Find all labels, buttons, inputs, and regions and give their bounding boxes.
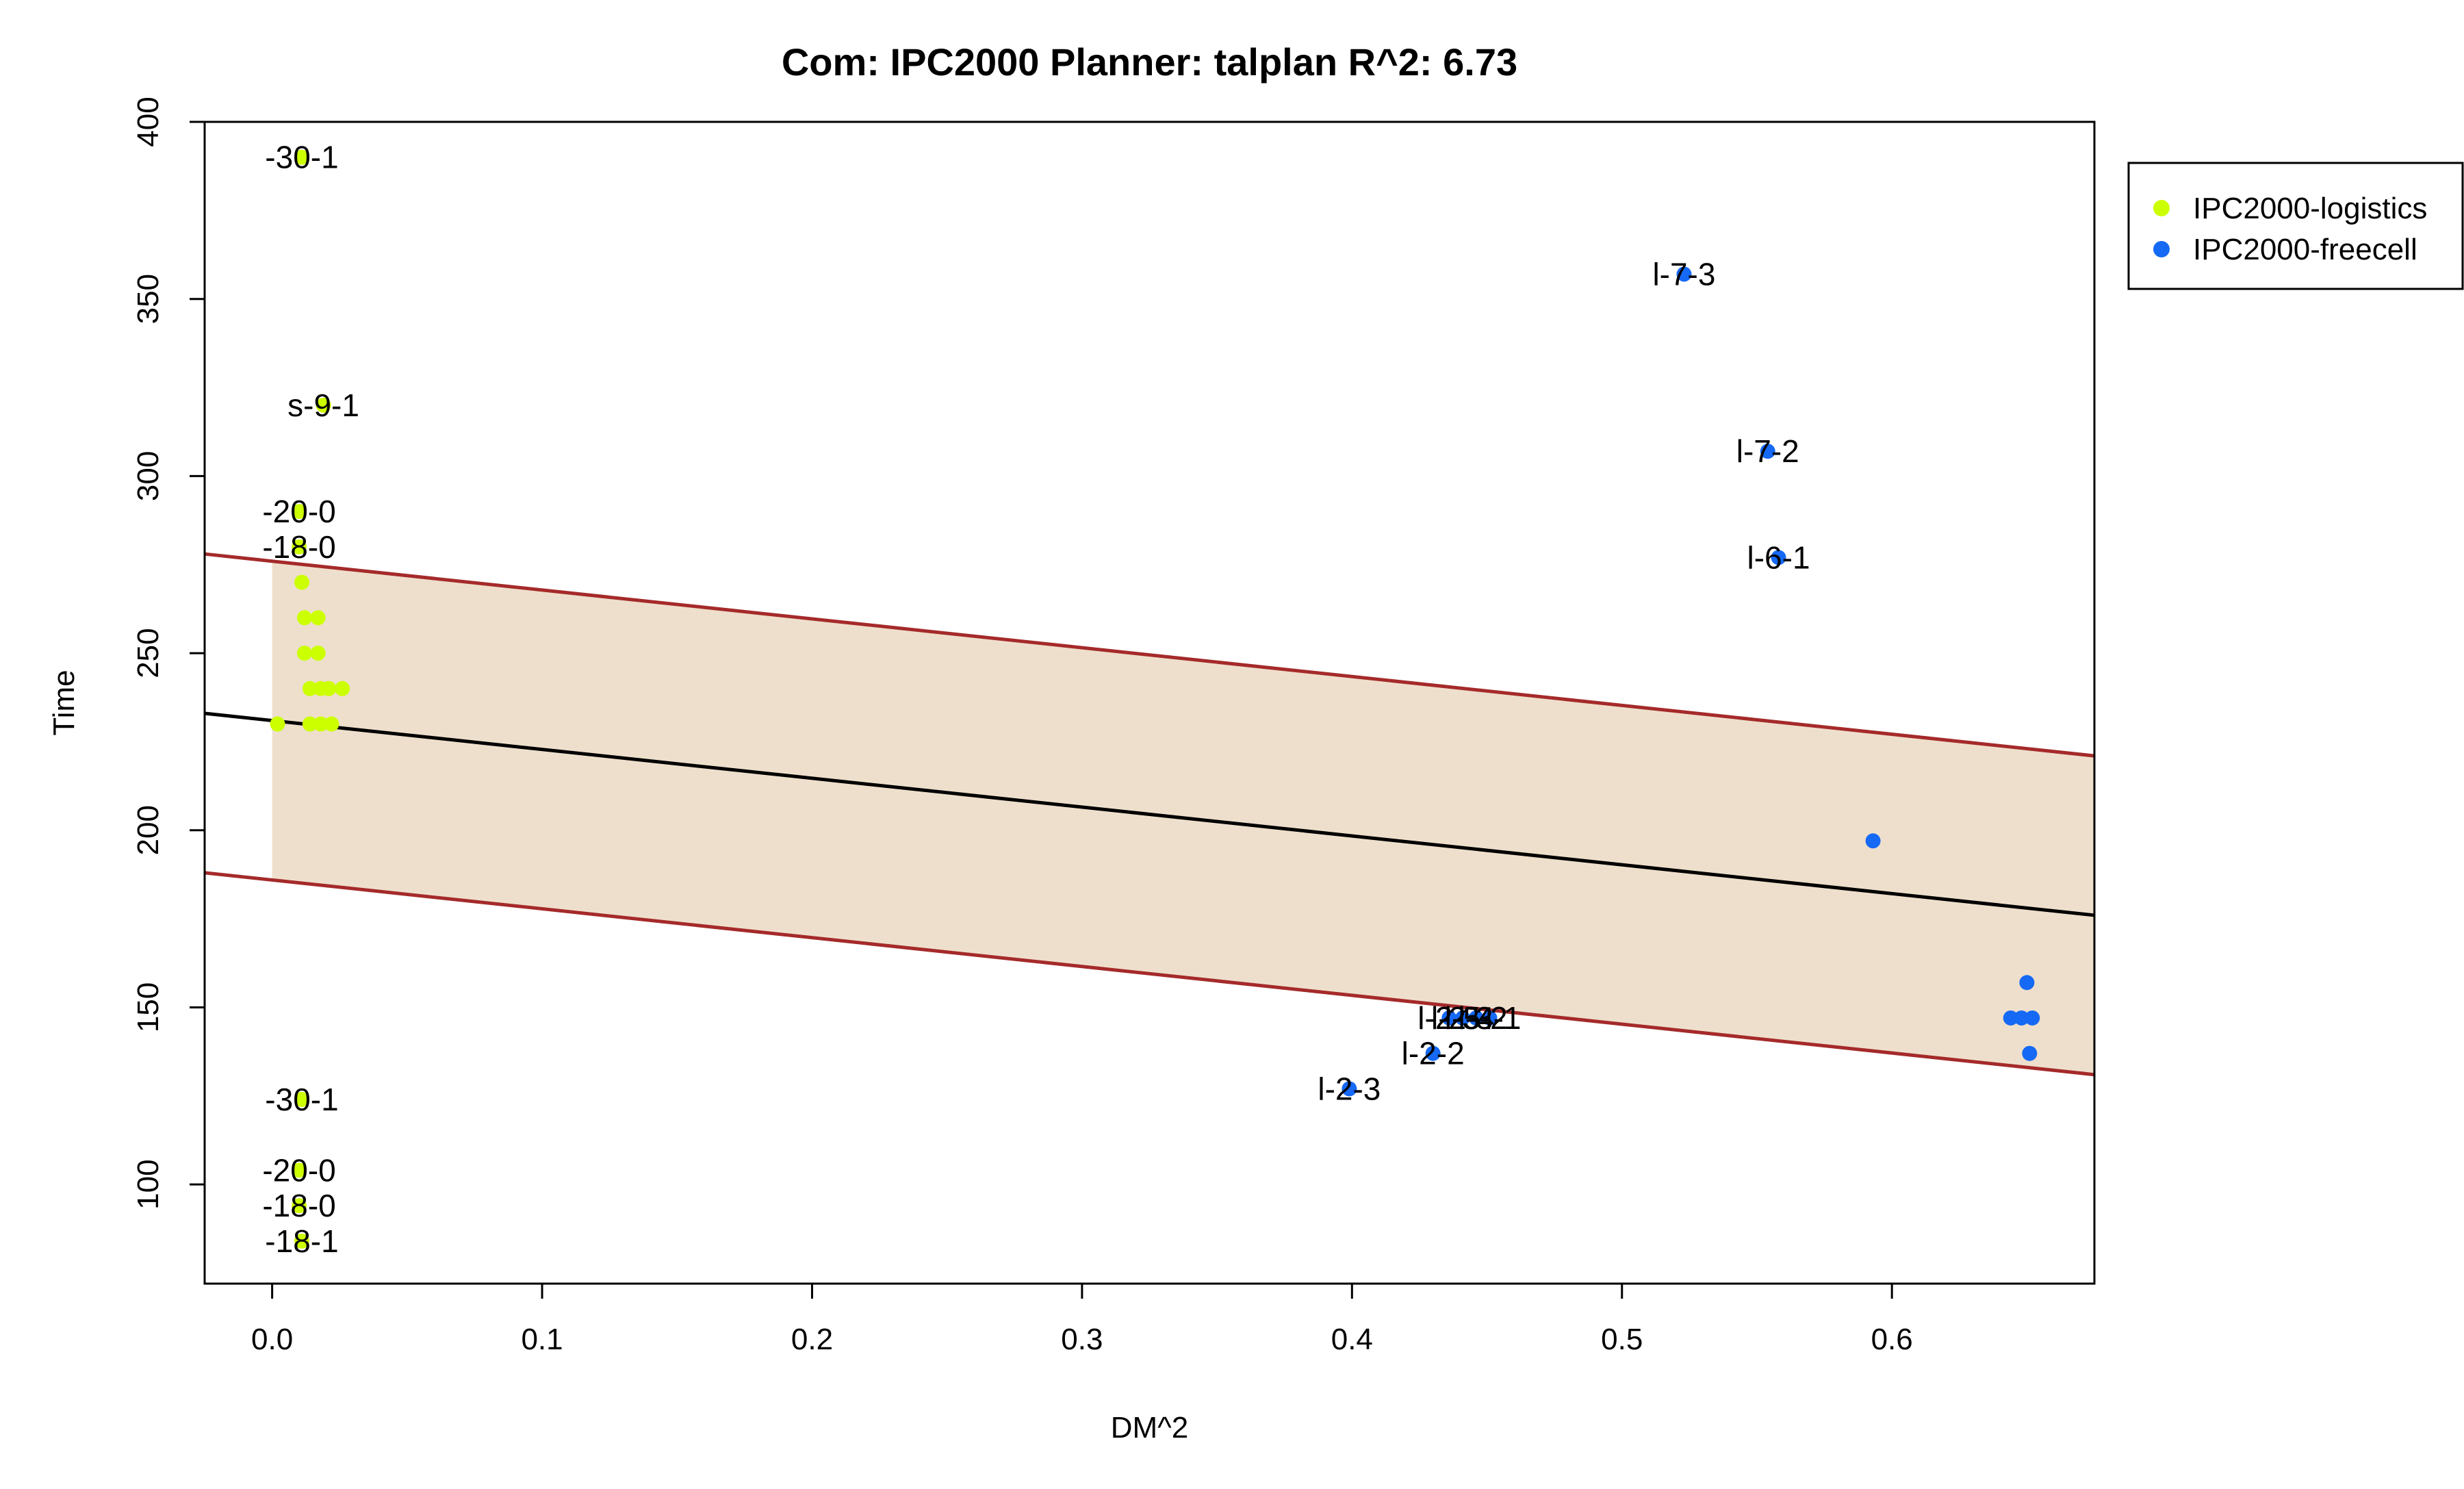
data-point — [1865, 833, 1881, 849]
data-point — [292, 1162, 307, 1178]
data-point — [2025, 1010, 2040, 1026]
data-point — [270, 716, 285, 732]
point-label: l-7-3 — [1652, 256, 1715, 292]
point-label: -30-1 — [265, 140, 338, 175]
x-tick-label: 0.3 — [1061, 1323, 1103, 1356]
x-tick-label: 0.1 — [521, 1323, 563, 1356]
y-tick-label: 200 — [131, 805, 165, 855]
legend-label: IPC2000-logistics — [2193, 192, 2427, 225]
point-label: l-2-2 — [1402, 1036, 1465, 1071]
point-label: l-2-3 — [1318, 1071, 1381, 1106]
point-label: l-3-2 — [1445, 1000, 1508, 1036]
upper-bound-line — [204, 552, 2095, 758]
data-point — [292, 1198, 307, 1214]
legend-items: IPC2000-logistics IPC2000-freecell — [2153, 192, 2427, 266]
point-label: l-6-1 — [1747, 539, 1810, 575]
data-point — [2014, 1010, 2029, 1026]
legend-label: IPC2000-freecell — [2193, 233, 2417, 266]
data-point — [1676, 266, 1692, 282]
legend-marker — [2153, 200, 2170, 216]
data-point — [316, 397, 331, 413]
legend: IPC2000-logistics IPC2000-freecell — [2127, 162, 2464, 290]
point-label: l-3-1 — [1458, 1000, 1521, 1036]
data-point — [335, 680, 350, 696]
data-point — [302, 716, 318, 732]
regression-line-layer — [204, 711, 2095, 917]
point-label: l-2-4 — [1431, 1000, 1494, 1036]
point-labels-layer: -30-1s-9-1-20-0-18-0-30-1-20-0-18-0-18-1… — [262, 140, 1810, 1259]
data-point — [292, 539, 307, 555]
y-tick-label: 350 — [131, 274, 165, 324]
data-point — [1425, 1045, 1441, 1061]
data-point — [324, 716, 339, 732]
y-axis: 100 150 200 250 300 350 400 — [131, 97, 206, 1210]
data-point — [294, 1233, 309, 1249]
data-point — [294, 1091, 309, 1107]
data-point — [321, 680, 337, 696]
data-point — [1342, 1081, 1357, 1097]
x-axis: 0.0 0.1 0.2 0.3 0.4 0.5 0.6 — [251, 1282, 1913, 1356]
lower-bound-line — [204, 871, 2095, 1077]
x-tick-label: 0.0 — [251, 1323, 293, 1356]
data-point — [1771, 550, 1786, 565]
data-point — [2003, 1010, 2018, 1026]
point-label: l-7-2 — [1736, 433, 1799, 469]
data-point — [313, 716, 329, 732]
point-label: -30-1 — [265, 1082, 338, 1117]
legend-box — [2127, 162, 2464, 290]
chart-title: Com: IPC2000 Planner: talplan R^2: 6.73 — [782, 40, 1517, 84]
y-tick-label: 250 — [131, 628, 165, 678]
data-point — [294, 574, 309, 590]
data-point — [294, 149, 309, 165]
y-axis-label: Time — [47, 670, 81, 735]
x-tick-label: 0.6 — [1871, 1323, 1913, 1356]
x-tick-label: 0.2 — [791, 1323, 833, 1356]
data-points-layer — [270, 149, 2040, 1249]
point-label: -20-0 — [262, 1152, 335, 1188]
data-point — [310, 646, 326, 661]
data-point — [310, 610, 326, 626]
legend-marker — [2153, 241, 2170, 257]
x-axis-label: DM^2 — [1111, 1411, 1189, 1445]
point-label: -18-0 — [262, 1188, 335, 1223]
point-label: l-2-5 — [1417, 1000, 1480, 1036]
point-label: s-9-1 — [287, 387, 359, 423]
point-label: -20-0 — [262, 494, 335, 529]
data-point — [1441, 1010, 1457, 1026]
data-point — [2019, 975, 2035, 991]
data-point — [1468, 1010, 1484, 1026]
data-point — [1482, 1010, 1498, 1026]
data-point — [302, 680, 318, 696]
point-label: -18-0 — [262, 529, 335, 565]
point-label: -18-1 — [265, 1223, 338, 1259]
x-tick-label: 0.4 — [1331, 1323, 1373, 1356]
data-point — [1455, 1010, 1471, 1026]
y-tick-label: 300 — [131, 451, 165, 501]
y-tick-label: 400 — [131, 97, 165, 147]
regression-line — [204, 711, 2095, 917]
data-point — [296, 646, 312, 661]
data-point — [1760, 444, 1775, 459]
data-point — [292, 504, 307, 520]
data-point — [2022, 1045, 2038, 1061]
y-tick-label: 150 — [131, 982, 165, 1032]
data-point — [296, 610, 312, 626]
x-tick-label: 0.5 — [1601, 1323, 1643, 1356]
y-tick-label: 100 — [131, 1159, 165, 1209]
